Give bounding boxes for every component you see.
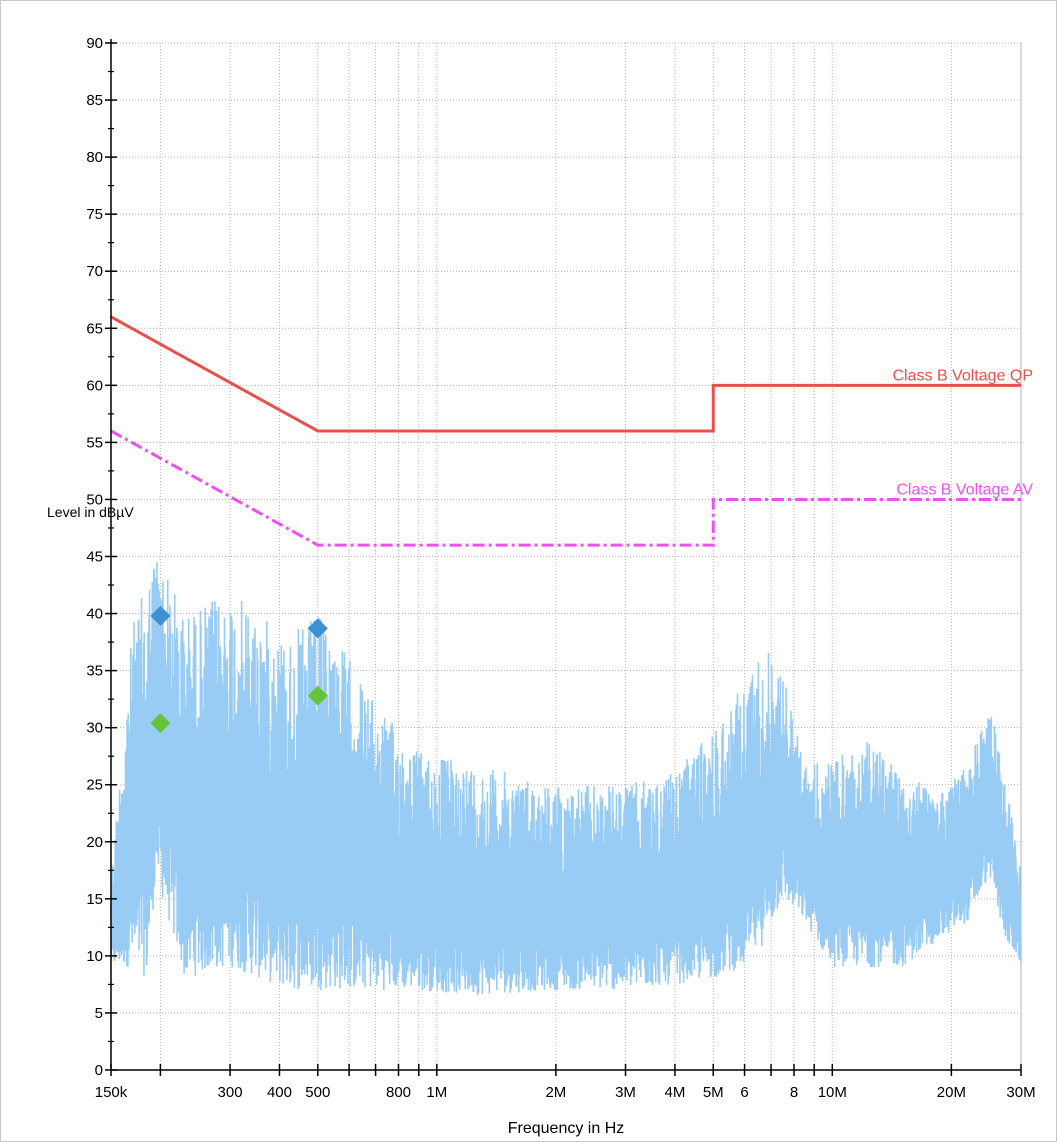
y-tick-label: 15 (86, 891, 103, 908)
y-axis-label: Level in dBµV (47, 504, 134, 520)
x-tick-label: 500 (305, 1084, 330, 1101)
x-tick-label: 10M (818, 1084, 847, 1101)
x-tick-label: 400 (267, 1084, 292, 1101)
y-tick-label: 60 (86, 377, 103, 394)
y-tick-label: 20 (86, 834, 103, 851)
y-tick-label: 70 (86, 263, 103, 280)
x-tick-label: 2M (545, 1084, 566, 1101)
y-tick-label: 40 (86, 606, 103, 623)
qp-marker (150, 605, 171, 626)
x-axis-label: Frequency in Hz (508, 1120, 625, 1137)
x-tick-label: 800 (386, 1084, 411, 1101)
y-tick-label: 5 (95, 1005, 103, 1022)
y-tick-label: 45 (86, 549, 103, 566)
y-tick-label: 35 (86, 663, 103, 680)
x-tick-label: 8 (790, 1084, 798, 1101)
qp-marker (307, 618, 328, 639)
x-tick-label: 20M (937, 1084, 966, 1101)
spectrum-trace (110, 561, 1022, 996)
av-limit-line (110, 429, 1021, 547)
x-tick-label: 150k (95, 1084, 128, 1101)
x-tick-label: 6 (740, 1084, 748, 1101)
y-tick-label: 85 (86, 92, 103, 109)
y-tick-label: 25 (86, 777, 103, 794)
y-tick-label: 50 (86, 491, 103, 508)
x-tick-label: 30M (1006, 1084, 1035, 1101)
av-marker (150, 713, 171, 734)
av-limit-label: Class B Voltage AV (896, 481, 1033, 498)
y-tick-label: 0 (95, 1062, 103, 1079)
x-tick-label: 1M (426, 1084, 447, 1101)
y-tick-label: 30 (86, 720, 103, 737)
y-tick-label: 55 (86, 434, 103, 451)
x-tick-label: 300 (218, 1084, 243, 1101)
qp-limit-label: Class B Voltage QP (892, 367, 1033, 384)
spectrum-line (110, 561, 1022, 996)
limit-lines: Class B Voltage QP Class B Voltage AV (110, 315, 1033, 547)
y-tick-label: 75 (86, 206, 103, 223)
av-marker (307, 685, 328, 706)
x-tick-label: 4M (665, 1084, 686, 1101)
y-tick-label: 90 (86, 35, 103, 52)
measurement-markers (150, 605, 328, 734)
y-tick-label: 10 (86, 948, 103, 965)
x-tick-label: 5M (703, 1084, 724, 1101)
x-tick-label: 3M (615, 1084, 636, 1101)
qp-limit-line (110, 315, 1021, 433)
y-tick-label: 80 (86, 149, 103, 166)
y-tick-label: 65 (86, 320, 103, 337)
axes: 0 5 10 15 20 25 30 35 40 45 50 55 60 65 70 75 80 85 90 150k… (86, 35, 1035, 1101)
